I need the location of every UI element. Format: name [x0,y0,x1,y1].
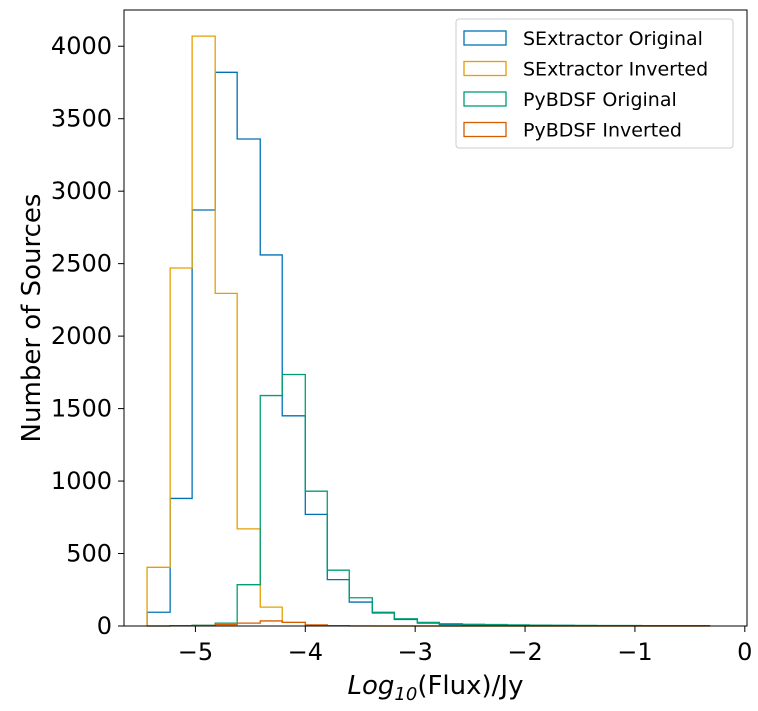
legend-swatch [463,30,507,46]
x-tick-label: −4 [288,638,323,666]
legend-swatch [463,91,507,107]
legend-swatch [463,121,507,138]
legend-label: PyBDSF Original [523,89,677,111]
y-tick-label: 1000 [51,467,112,495]
y-tick-label: 2500 [51,250,112,278]
x-axis-label-rest: (Flux)/Jy [417,671,523,701]
x-axis-label: Log10(Flux)/Jy [348,671,524,705]
legend-label: PyBDSF Inverted [523,120,682,142]
y-tick-label: 1500 [51,395,112,423]
histogram-pybdsf-original [147,373,711,627]
y-axis-label: Number of Sources [17,194,47,443]
y-tick-label: 0 [97,612,112,640]
y-tick-label: 3000 [51,177,112,205]
legend-frame [455,18,734,149]
x-tick-label: 0 [737,638,752,666]
y-tick-label: 500 [66,540,112,568]
y-tick-label: 3500 [51,105,112,133]
legend-label: SExtractor Original [523,28,703,50]
x-tick-label: −1 [617,638,652,666]
x-axis-ticks: −5 −4 −3 −2 −1 0 [178,626,752,666]
legend: SExtractor Original SExtractor Inverted Py… [455,18,734,149]
y-tick-label: 4000 [51,32,112,60]
x-axis-label-main: Log [348,671,395,701]
legend-label: SExtractor Inverted [523,59,708,81]
y-tick-label: 2000 [51,322,112,350]
y-axis-ticks: 0 500 1000 1500 2000 2500 3000 3500 4000 [51,32,124,640]
histogram-sextractor-original [146,71,711,627]
x-tick-label: −2 [507,638,542,666]
legend-swatch [463,60,507,77]
x-tick-label: −3 [397,638,432,666]
x-tick-label: −5 [178,638,213,666]
axes-frame [123,9,748,627]
x-axis-label-subscript: 10 [394,684,417,705]
